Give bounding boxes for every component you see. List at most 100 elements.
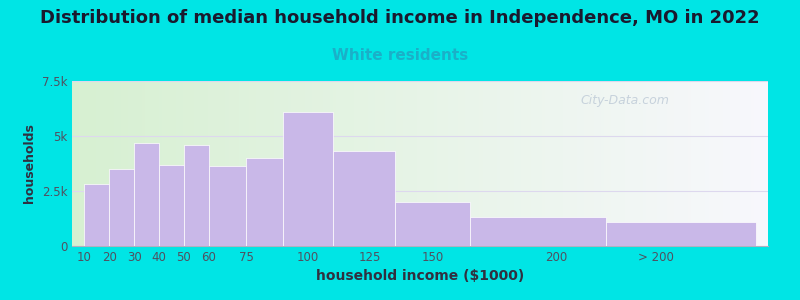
Bar (726, 81, 730, 246)
Bar (72, 81, 75, 246)
Bar (263, 81, 267, 246)
Bar (114, 81, 118, 246)
Bar (490, 81, 493, 246)
Bar (124, 81, 128, 246)
Bar (458, 81, 462, 246)
Bar (611, 81, 615, 246)
Bar (257, 81, 260, 246)
Bar (274, 81, 278, 246)
Bar (253, 81, 257, 246)
Bar (606, 222, 755, 246)
Bar (326, 81, 330, 246)
Bar (688, 81, 691, 246)
Bar (493, 81, 497, 246)
Bar (427, 81, 430, 246)
Bar (142, 81, 145, 246)
Text: Distribution of median household income in Independence, MO in 2022: Distribution of median household income … (40, 9, 760, 27)
Bar (706, 81, 709, 246)
Bar (636, 81, 639, 246)
Bar (284, 81, 288, 246)
Bar (278, 81, 281, 246)
Bar (402, 81, 406, 246)
Bar (399, 81, 402, 246)
Bar (107, 81, 110, 246)
Bar (722, 81, 726, 246)
Bar (531, 81, 535, 246)
Bar (448, 81, 451, 246)
Bar (507, 81, 510, 246)
Bar (712, 81, 716, 246)
Bar (354, 81, 358, 246)
Bar (441, 81, 444, 246)
Bar (629, 81, 632, 246)
Bar (103, 81, 107, 246)
Bar (546, 81, 549, 246)
Bar (184, 145, 209, 246)
Y-axis label: households: households (23, 124, 36, 203)
Bar (364, 81, 368, 246)
Bar (75, 81, 79, 246)
Bar (86, 81, 90, 246)
Bar (525, 81, 528, 246)
Bar (250, 81, 253, 246)
Bar (549, 81, 552, 246)
Bar (622, 81, 626, 246)
Bar (386, 81, 389, 246)
Bar (470, 218, 606, 246)
Bar (552, 81, 556, 246)
Bar (535, 81, 538, 246)
Bar (382, 81, 386, 246)
Bar (131, 81, 134, 246)
Bar (208, 81, 211, 246)
Bar (594, 81, 598, 246)
Bar (162, 81, 166, 246)
Bar (204, 81, 208, 246)
Bar (159, 165, 184, 246)
Bar (176, 81, 180, 246)
Bar (361, 81, 364, 246)
Bar (90, 81, 93, 246)
Bar (246, 81, 250, 246)
Bar (709, 81, 712, 246)
Bar (214, 81, 218, 246)
Bar (737, 81, 740, 246)
Bar (479, 81, 482, 246)
Bar (358, 81, 361, 246)
Bar (121, 81, 124, 246)
Bar (559, 81, 562, 246)
Bar (218, 81, 222, 246)
Bar (322, 81, 326, 246)
Bar (159, 81, 162, 246)
Bar (590, 81, 594, 246)
Bar (580, 81, 583, 246)
Bar (340, 81, 343, 246)
Bar (639, 81, 642, 246)
Bar (417, 81, 420, 246)
Bar (170, 81, 173, 246)
Bar (632, 81, 636, 246)
Bar (389, 81, 392, 246)
Bar (583, 81, 587, 246)
Bar (500, 81, 503, 246)
Bar (166, 81, 170, 246)
Bar (556, 81, 559, 246)
Bar (173, 81, 176, 246)
Bar (716, 81, 719, 246)
Bar (518, 81, 521, 246)
Bar (472, 81, 476, 246)
Bar (294, 81, 298, 246)
Bar (281, 81, 284, 246)
Bar (145, 81, 149, 246)
Bar (229, 81, 232, 246)
Bar (482, 81, 486, 246)
Bar (678, 81, 681, 246)
Bar (510, 81, 514, 246)
X-axis label: household income ($1000): household income ($1000) (316, 269, 524, 284)
Bar (128, 81, 131, 246)
Bar (305, 81, 309, 246)
Bar (110, 81, 114, 246)
Bar (685, 81, 688, 246)
Bar (667, 81, 670, 246)
Bar (573, 81, 577, 246)
Bar (392, 81, 396, 246)
